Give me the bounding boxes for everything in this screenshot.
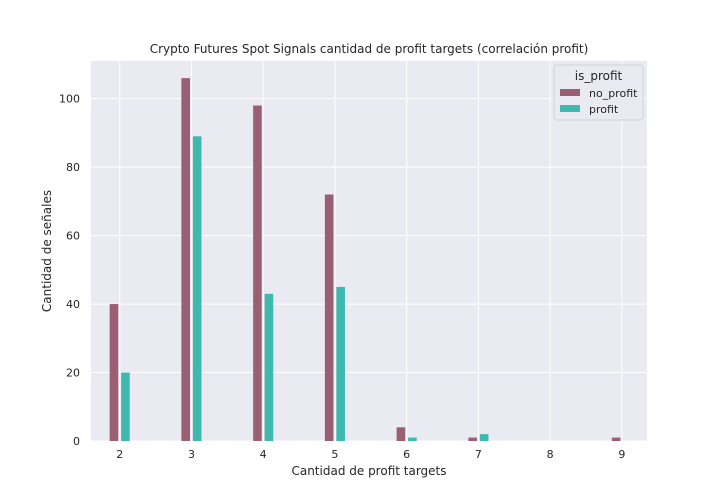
bars [109, 78, 621, 442]
chart-title: Crypto Futures Spot Signals cantidad de … [150, 42, 589, 56]
bar-profit-3 [192, 136, 202, 442]
y-axis-ticks: 0 20 40 60 80 100 [59, 93, 80, 448]
y-tick-label: 100 [59, 93, 80, 106]
bar-no_profit-3 [181, 78, 191, 441]
x-tick-label: 3 [188, 448, 195, 461]
bar-no_profit-6 [396, 427, 406, 441]
legend-title: is_profit [575, 69, 623, 83]
y-axis-label: Cantidad de señales [40, 190, 54, 312]
legend-label-profit: profit [589, 103, 619, 116]
bar-no_profit-4 [253, 105, 262, 441]
x-tick-label: 7 [475, 448, 482, 461]
y-tick-label: 80 [66, 161, 80, 174]
bar-no_profit-2 [109, 304, 119, 441]
y-tick-label: 40 [66, 298, 80, 311]
x-tick-label: 5 [331, 448, 338, 461]
legend-swatch-no_profit [560, 89, 580, 96]
x-tick-label: 9 [618, 448, 625, 461]
y-tick-label: 20 [66, 367, 80, 380]
bar-no_profit-7 [468, 437, 477, 441]
bar-no_profit-9 [611, 437, 621, 441]
x-tick-label: 4 [260, 448, 267, 461]
y-tick-label: 0 [73, 435, 80, 448]
bar-profit-7 [479, 434, 489, 441]
bar-profit-4 [264, 293, 274, 441]
bar-profit-5 [336, 286, 345, 441]
bar-profit-6 [408, 437, 417, 441]
legend-label-no_profit: no_profit [589, 87, 638, 100]
bar-profit-2 [121, 372, 130, 441]
y-tick-label: 60 [66, 230, 80, 243]
x-tick-label: 8 [547, 448, 554, 461]
x-tick-label: 2 [116, 448, 123, 461]
x-tick-label: 6 [403, 448, 410, 461]
x-axis-ticks: 2 3 4 5 6 7 8 9 [116, 448, 625, 461]
legend-swatch-profit [560, 105, 580, 112]
x-axis-label: Cantidad de profit targets [291, 464, 446, 478]
bar-no_profit-5 [324, 194, 334, 441]
